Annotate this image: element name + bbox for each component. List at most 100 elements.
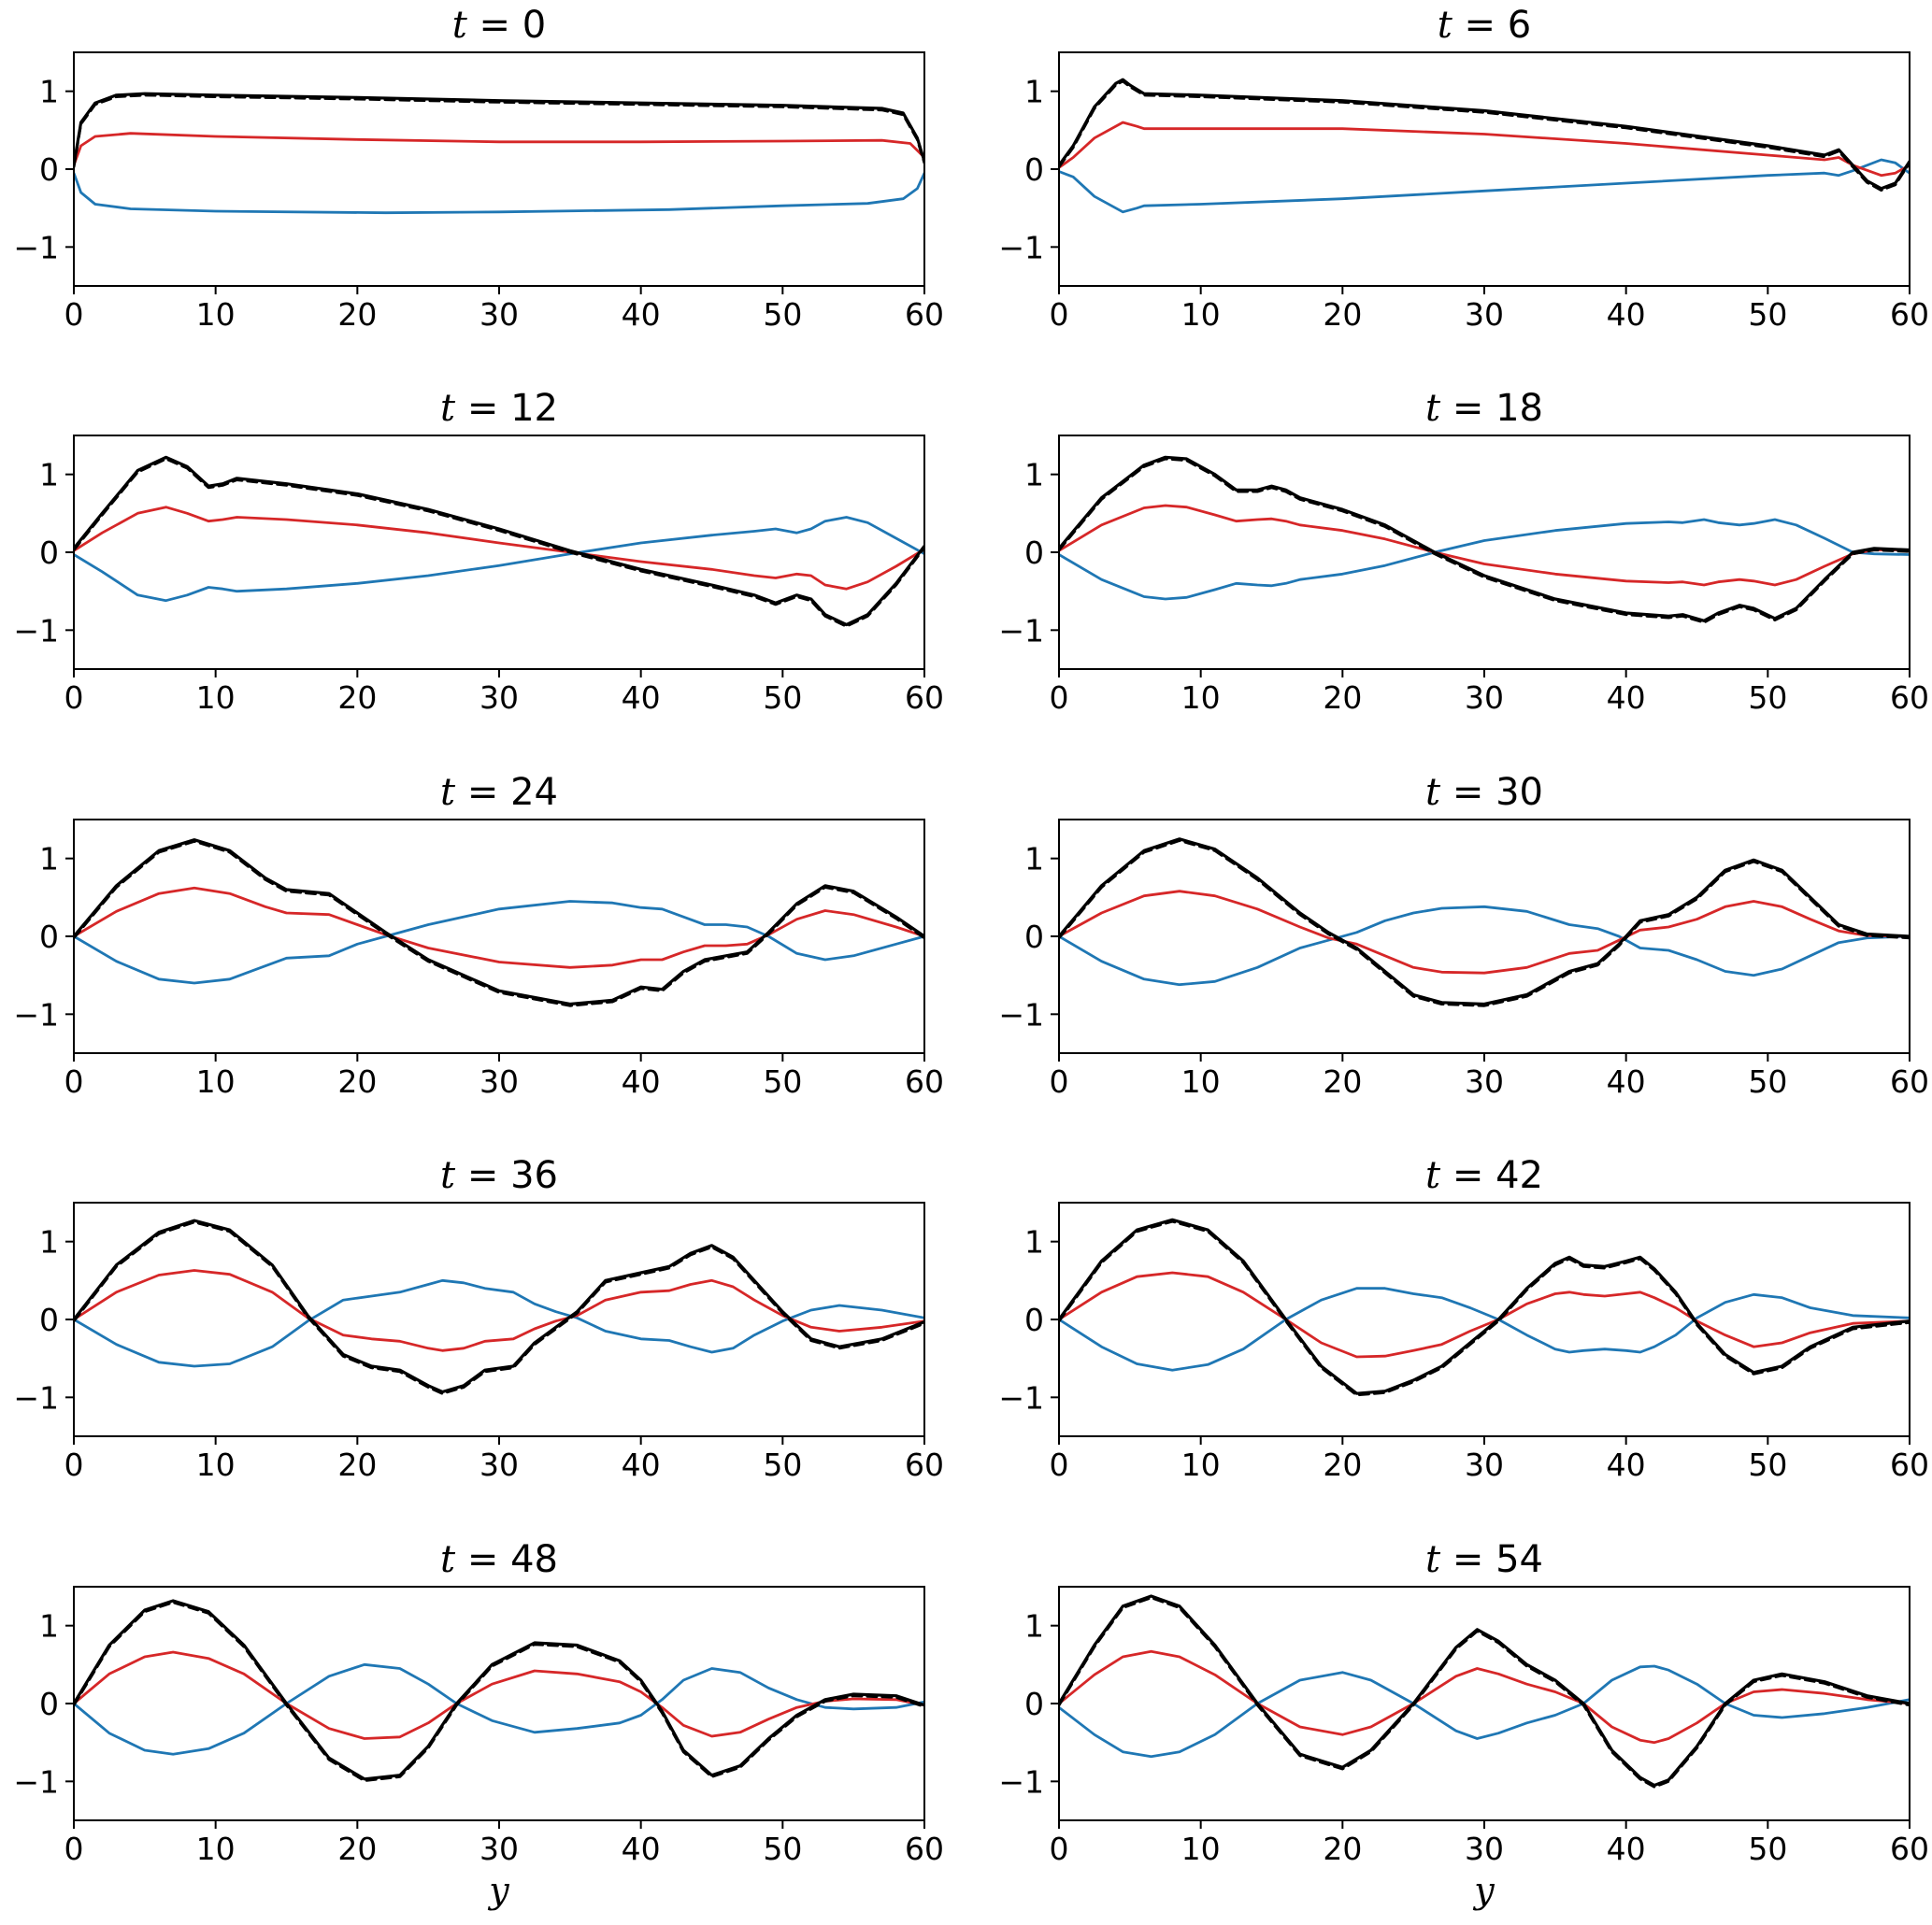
panel-title: t = 12 bbox=[440, 387, 558, 430]
series-line-black-dashed bbox=[74, 1220, 924, 1395]
series-line-red bbox=[74, 886, 924, 969]
y-tick-label: 1 bbox=[39, 457, 59, 493]
x-tick-label: 0 bbox=[64, 1063, 84, 1100]
panel-t-0: t = 00 10 20 30 40 50 60−101 bbox=[13, 4, 944, 333]
series-line-black-solid bbox=[1059, 837, 1910, 1006]
series-line-blue bbox=[1059, 158, 1910, 214]
plot-frame bbox=[73, 819, 925, 1054]
panel-title-var: t bbox=[440, 771, 456, 814]
x-tick-label: 30 bbox=[1465, 1831, 1504, 1867]
series-line-black-dashed bbox=[74, 1601, 924, 1782]
series-line-black-solid bbox=[74, 838, 924, 1006]
x-tick-label: 10 bbox=[196, 1447, 236, 1483]
series-line-black-solid bbox=[74, 455, 924, 627]
x-tick-label: 50 bbox=[1748, 679, 1787, 716]
series-line-blue bbox=[74, 171, 924, 215]
x-tick-label: 50 bbox=[1748, 296, 1787, 333]
y-tick-label: 1 bbox=[39, 74, 59, 110]
series-line-black-dashed bbox=[74, 839, 924, 1007]
y-tick-label: −1 bbox=[998, 229, 1044, 265]
x-tick-label: 20 bbox=[337, 1831, 377, 1867]
panel-title-value: 24 bbox=[510, 771, 558, 814]
x-tick-label: 20 bbox=[337, 679, 377, 716]
x-tick-label: 20 bbox=[337, 296, 377, 333]
plot-frame bbox=[1058, 1202, 1911, 1437]
panel-title-eq: = bbox=[455, 1538, 510, 1581]
x-tick-label: 40 bbox=[1607, 1063, 1646, 1100]
panel-title-value: 30 bbox=[1496, 771, 1543, 814]
y-tick-label: −1 bbox=[13, 229, 59, 265]
y-tick-label: −1 bbox=[998, 996, 1044, 1033]
x-tick-label: 60 bbox=[1890, 1447, 1929, 1483]
x-tick-label: 40 bbox=[1607, 679, 1646, 716]
panel-title-eq: = bbox=[1440, 387, 1496, 430]
panel-t-36: t = 360 10 20 30 40 50 60−101 bbox=[13, 1154, 944, 1483]
series-line-red bbox=[74, 1650, 924, 1740]
y-tick-label: 1 bbox=[39, 841, 59, 877]
x-tick-label: 0 bbox=[64, 679, 84, 716]
x-tick-label: 40 bbox=[1607, 296, 1646, 333]
x-tick-label: 50 bbox=[763, 679, 802, 716]
series-group bbox=[1059, 1218, 1910, 1397]
y-tick-label: −1 bbox=[998, 1763, 1044, 1800]
plot-frame bbox=[73, 1586, 925, 1821]
series-line-red bbox=[1059, 504, 1910, 587]
panel-title-var: t bbox=[440, 1154, 456, 1197]
series-group bbox=[1059, 837, 1910, 1007]
x-tick-label: 40 bbox=[622, 679, 661, 716]
series-line-black-dashed bbox=[74, 457, 924, 628]
series-line-blue bbox=[74, 1662, 924, 1756]
y-tick-label: 1 bbox=[1024, 74, 1044, 110]
plot-frame bbox=[73, 51, 925, 287]
y-tick-label: 0 bbox=[1024, 151, 1044, 188]
panel-title: t = 30 bbox=[1425, 771, 1543, 814]
x-tick-label: 10 bbox=[1181, 1447, 1221, 1483]
x-tick-label: 40 bbox=[622, 1447, 661, 1483]
y-tick-label: 0 bbox=[39, 919, 59, 955]
series-group bbox=[74, 92, 924, 215]
y-tick-label: 1 bbox=[1024, 457, 1044, 493]
x-tick-label: 30 bbox=[479, 679, 519, 716]
series-group bbox=[74, 1599, 924, 1782]
x-tick-label: 0 bbox=[1050, 679, 1069, 716]
series-line-blue bbox=[1059, 905, 1910, 987]
y-tick-label: −1 bbox=[13, 1379, 59, 1416]
series-line-red bbox=[74, 506, 924, 591]
panel-t-24: t = 240 10 20 30 40 50 60−101 bbox=[13, 771, 944, 1100]
y-tick-label: −1 bbox=[13, 1763, 59, 1800]
x-tick-label: 0 bbox=[64, 1447, 84, 1483]
panel-title: t = 0 bbox=[452, 4, 546, 47]
y-tick-label: 0 bbox=[1024, 1302, 1044, 1338]
x-tick-label: 40 bbox=[1607, 1831, 1646, 1867]
series-line-blue bbox=[74, 900, 924, 985]
series-line-black-dashed bbox=[1059, 457, 1910, 624]
x-tick-label: 60 bbox=[905, 1831, 944, 1867]
panel-title: t = 48 bbox=[440, 1538, 558, 1581]
plot-frame bbox=[1058, 51, 1911, 287]
panel-title: t = 24 bbox=[440, 771, 558, 814]
x-tick-label: 10 bbox=[196, 1831, 236, 1867]
x-tick-label: 30 bbox=[479, 296, 519, 333]
panel-title: t = 42 bbox=[1425, 1154, 1543, 1197]
panel-title-var: t bbox=[1425, 771, 1441, 814]
y-tick-label: 0 bbox=[39, 151, 59, 188]
x-tick-label: 50 bbox=[1748, 1831, 1787, 1867]
series-line-black-dashed bbox=[74, 93, 924, 168]
series-line-black-solid bbox=[74, 1599, 924, 1781]
series-line-red bbox=[1059, 121, 1910, 178]
panel-title: t = 54 bbox=[1425, 1538, 1543, 1581]
series-line-blue bbox=[1059, 1664, 1910, 1759]
x-tick-label: 60 bbox=[1890, 296, 1929, 333]
y-tick-label: −1 bbox=[998, 1379, 1044, 1416]
x-tick-label: 20 bbox=[337, 1063, 377, 1100]
x-tick-label: 20 bbox=[1323, 296, 1362, 333]
series-line-blue bbox=[1059, 1287, 1910, 1372]
x-tick-label: 20 bbox=[1323, 1447, 1362, 1483]
series-line-blue bbox=[74, 1278, 924, 1368]
series-line-blue bbox=[1059, 518, 1910, 601]
panel-title-eq: = bbox=[1440, 771, 1496, 814]
series-group bbox=[1059, 1594, 1910, 1789]
x-tick-label: 60 bbox=[905, 679, 944, 716]
